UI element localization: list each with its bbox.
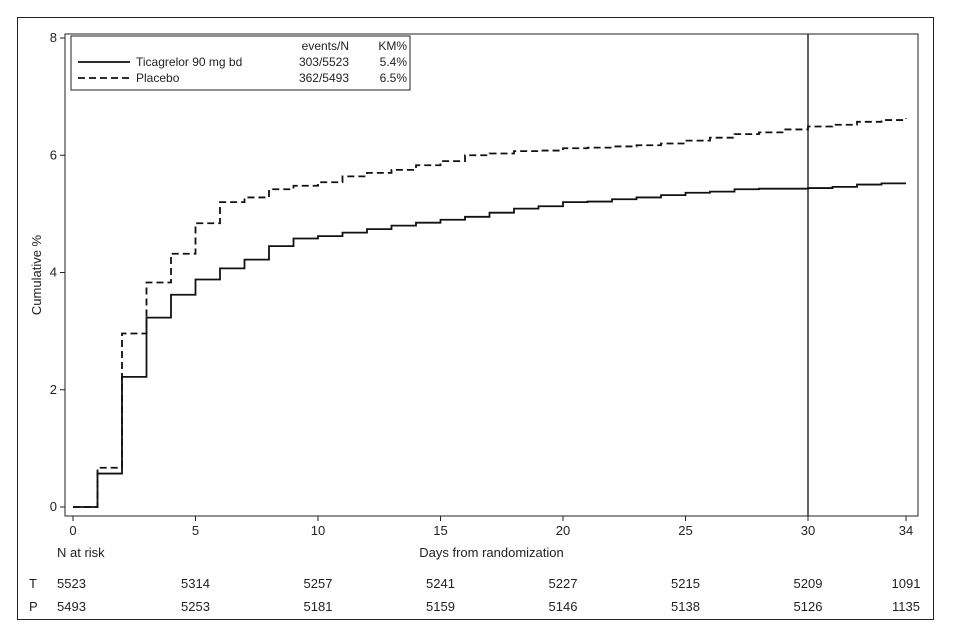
at-risk-value-p: 1135 [892,599,920,614]
at-risk-value-p: 5159 [426,599,455,614]
series-line-ticagrelor [73,182,906,508]
at-risk-table: N at risk T P 5523 5314 5257 5241 5227 5215 52… [29,545,920,614]
legend-km-placebo: 6.5% [380,71,408,85]
y-axis-label: Cumulative % [29,234,44,315]
x-axis: 0 5 10 15 20 25 30 34 [69,516,913,538]
legend-events-ticagrelor: 303/5523 [299,55,349,69]
x-tick-label: 0 [69,523,76,538]
plot-area [64,33,919,517]
x-tick-label: 30 [801,523,815,538]
at-risk-value-t: 5209 [794,576,823,591]
at-risk-value-t: 5314 [181,576,210,591]
at-risk-value-t: 5227 [549,576,578,591]
legend-box [70,35,411,91]
legend-header-km: KM% [378,39,407,53]
x-axis-label: Days from randomization [419,545,564,560]
at-risk-value-p: 5253 [181,599,210,614]
at-risk-row-label-t: T [29,576,37,591]
at-risk-value-p: 5146 [549,599,578,614]
legend: events/N KM% Ticagrelor 90 mg bd 303/552… [70,35,411,91]
x-tick-label: 15 [433,523,447,538]
y-tick-label: 0 [50,499,57,514]
x-tick-label: 34 [899,523,913,538]
at-risk-value-p: 5181 [304,599,333,614]
y-axis: 0 2 4 6 8 [50,30,65,514]
at-risk-title: N at risk [57,545,105,560]
figure-frame [17,17,934,620]
at-risk-value-p: 5126 [794,599,823,614]
at-risk-row-label-p: P [29,599,38,614]
legend-events-placebo: 362/5493 [299,71,349,85]
x-tick-label: 5 [192,523,199,538]
legend-header-events: events/N [302,39,349,53]
at-risk-value-t: 5241 [426,576,455,591]
at-risk-value-t: 5215 [671,576,700,591]
y-tick-label: 4 [50,265,57,280]
y-tick-label: 2 [50,382,57,397]
x-tick-label: 25 [678,523,692,538]
at-risk-value-t: 5523 [57,576,86,591]
at-risk-value-p: 5493 [57,599,86,614]
x-tick-label: 20 [556,523,570,538]
y-tick-label: 6 [50,147,57,162]
legend-km-ticagrelor: 5.4% [380,55,408,69]
legend-label-ticagrelor: Ticagrelor 90 mg bd [136,55,242,69]
x-tick-label: 10 [311,523,325,538]
series-line-placebo [73,118,907,508]
legend-label-placebo: Placebo [136,71,180,85]
plot-border [64,33,919,517]
y-tick-label: 8 [50,30,57,45]
at-risk-value-t: 1091 [892,576,921,591]
at-risk-value-t: 5257 [304,576,333,591]
at-risk-value-p: 5138 [671,599,700,614]
